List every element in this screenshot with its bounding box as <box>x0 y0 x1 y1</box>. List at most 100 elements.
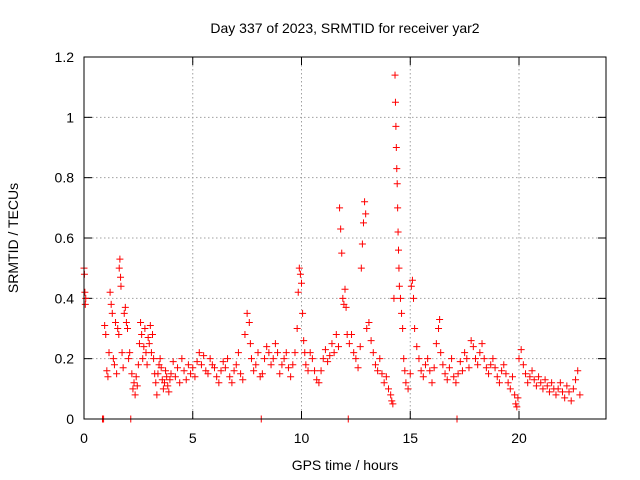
data-point <box>399 325 407 332</box>
x-axis-label: GPS time / hours <box>292 457 399 473</box>
data-point <box>263 343 271 351</box>
data-point <box>215 379 223 387</box>
data-point <box>324 358 332 366</box>
data-point <box>374 367 382 375</box>
data-point <box>491 364 499 372</box>
x-tick-label: 20 <box>511 430 527 446</box>
data-point <box>404 385 412 393</box>
data-point <box>296 270 304 278</box>
data-point <box>250 367 258 375</box>
data-point <box>448 355 456 363</box>
data-point <box>332 331 340 339</box>
data-point <box>398 309 406 317</box>
data-point <box>493 373 501 381</box>
data-point <box>393 165 401 173</box>
data-point <box>413 343 421 351</box>
data-point <box>363 325 371 332</box>
data-point <box>116 255 124 263</box>
data-point <box>514 394 522 402</box>
data-point <box>278 361 286 369</box>
data-point <box>574 367 582 375</box>
data-point <box>144 334 152 342</box>
data-point <box>556 379 564 387</box>
data-point <box>195 349 203 357</box>
data-point <box>157 364 165 372</box>
data-point <box>147 349 155 357</box>
data-point <box>125 355 133 363</box>
y-tick-label: 0.2 <box>55 351 75 367</box>
data-point <box>152 379 160 387</box>
data-point <box>167 370 175 378</box>
data-point <box>130 379 138 387</box>
data-point <box>271 340 279 348</box>
data-point <box>114 325 122 332</box>
data-point <box>401 367 409 375</box>
data-point <box>487 361 495 369</box>
data-point <box>159 385 167 393</box>
data-point <box>165 388 173 396</box>
data-point <box>133 382 141 390</box>
data-point <box>524 379 532 387</box>
data-point <box>508 373 516 381</box>
data-point <box>293 325 301 332</box>
data-point <box>295 264 303 272</box>
data-point <box>432 340 440 348</box>
data-point <box>82 294 90 302</box>
y-tick-label: 0 <box>66 411 74 427</box>
data-point <box>234 349 242 357</box>
data-point <box>124 325 131 332</box>
data-point <box>369 349 377 357</box>
data-point <box>191 373 199 381</box>
data-point <box>532 382 540 390</box>
data-point <box>576 391 584 399</box>
data-point <box>298 279 305 287</box>
data-point <box>241 331 249 339</box>
data-point <box>559 388 566 396</box>
data-point <box>357 264 365 272</box>
data-point <box>182 376 190 384</box>
data-point <box>289 361 297 369</box>
data-point <box>265 349 273 357</box>
data-point <box>153 391 161 399</box>
data-point <box>302 361 310 369</box>
data-point <box>395 246 403 254</box>
data-point <box>138 331 146 339</box>
data-point <box>337 225 345 233</box>
data-point <box>132 373 140 381</box>
data-point <box>121 303 129 311</box>
data-point <box>135 340 143 348</box>
data-point <box>299 309 307 317</box>
data-point <box>178 355 186 363</box>
data-point <box>450 373 458 381</box>
data-point <box>515 355 523 363</box>
data-point <box>361 198 369 206</box>
data-point <box>382 373 390 381</box>
data-point <box>345 340 353 348</box>
data-point <box>306 349 314 357</box>
data-point <box>81 288 89 296</box>
data-point <box>291 349 299 357</box>
data-point <box>461 349 469 357</box>
data-point <box>371 361 379 369</box>
data-point <box>119 364 127 372</box>
data-point <box>101 321 109 329</box>
data-point <box>169 358 177 366</box>
data-point <box>280 355 288 363</box>
data-point <box>356 343 364 351</box>
data-point <box>217 367 225 375</box>
data-point <box>394 204 402 212</box>
data-point <box>395 264 403 272</box>
data-point <box>380 379 388 387</box>
data-point <box>478 340 486 348</box>
data-point <box>197 361 205 369</box>
data-point <box>245 318 253 326</box>
data-point <box>189 364 197 372</box>
data-point <box>367 337 375 345</box>
data-point <box>141 325 149 332</box>
data-point <box>319 355 327 363</box>
data-point <box>506 385 514 393</box>
data-point <box>254 349 262 357</box>
y-tick-label: 0.6 <box>55 230 75 246</box>
data-point <box>118 349 126 357</box>
